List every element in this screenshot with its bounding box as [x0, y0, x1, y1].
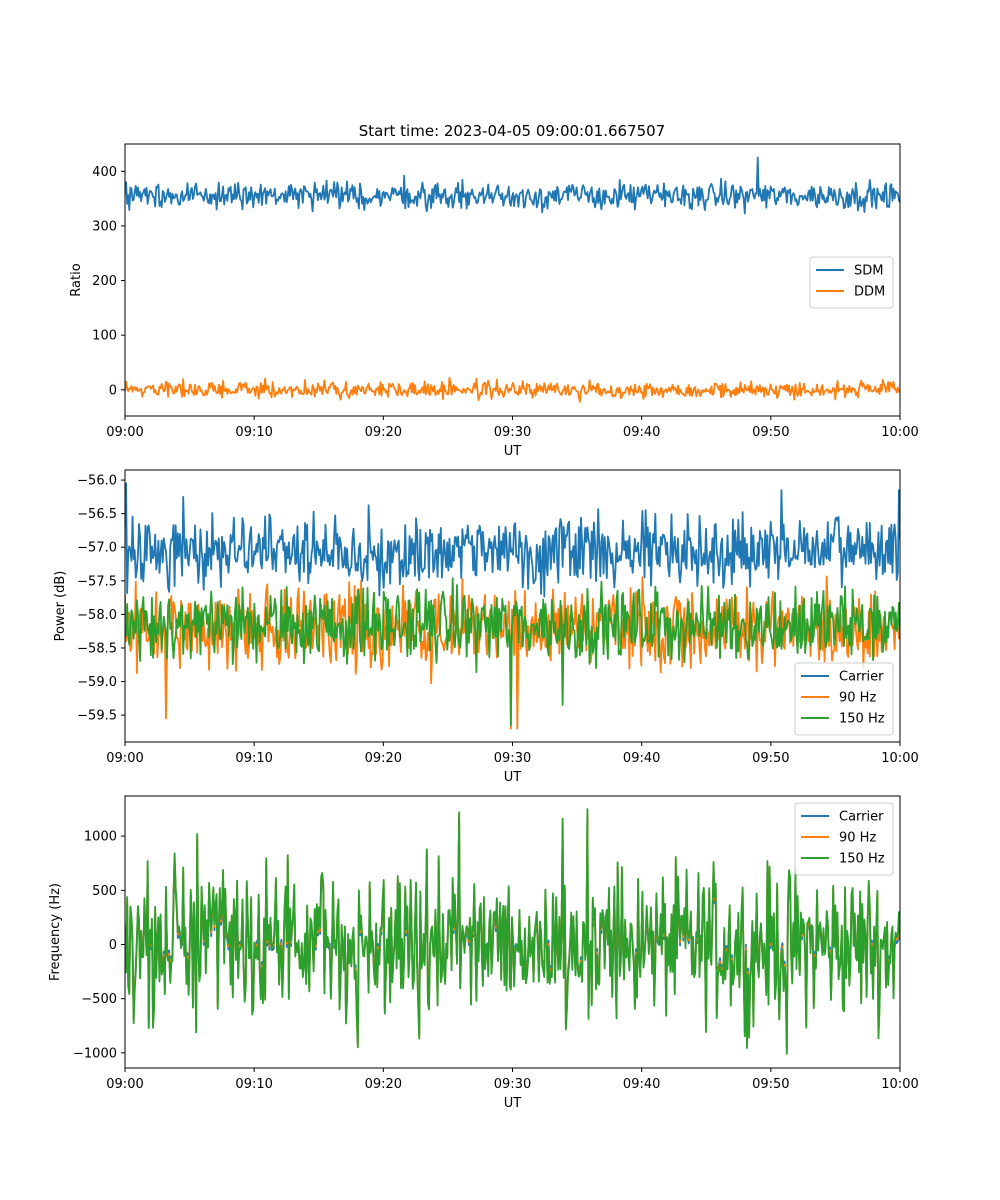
x-tick-label: 10:00: [881, 425, 918, 440]
series-group: [125, 156, 900, 403]
y-tick-label: −58.0: [77, 608, 117, 623]
legend-label: SDM: [854, 264, 883, 279]
y-tick-label: 0: [109, 938, 117, 953]
y-tick-label: 300: [92, 219, 117, 234]
x-tick-label: 09:20: [365, 1077, 402, 1092]
legend-label: 150 Hz: [839, 852, 885, 867]
y-tick-label: 100: [92, 329, 117, 344]
x-tick-label: 09:30: [494, 1077, 531, 1092]
series-line-150-hz: [125, 577, 900, 727]
legend: Carrier 90 Hz 150 Hz: [794, 802, 894, 876]
legend-label: 90 Hz: [839, 831, 876, 846]
chart-title: Start time: 2023-04-05 09:00:01.667507: [359, 122, 665, 140]
x-tick-label: 09:50: [752, 425, 789, 440]
y-tick-label: −1000: [73, 1046, 117, 1061]
x-tick-label: 09:00: [106, 751, 143, 766]
x-tick-label: 09:10: [235, 425, 272, 440]
y-tick-label: −59.0: [77, 675, 117, 690]
y-tick-label: −500: [81, 992, 117, 1007]
y-tick-label: 0: [109, 383, 117, 398]
y-tick-label: −57.5: [77, 574, 117, 589]
x-tick-label: 09:50: [752, 1077, 789, 1092]
y-tick-label: 500: [92, 884, 117, 899]
legend-label: Carrier: [839, 670, 884, 685]
legend-label: Carrier: [839, 810, 884, 825]
y-tick-label: −59.5: [77, 709, 117, 724]
legend-label: 150 Hz: [839, 712, 885, 727]
y-axis-label: Power (dB): [53, 571, 68, 642]
chart-panel-1: 09:00 09:10 09:20 09:30 09:40 09:50 10:00 UT 0 10…: [69, 143, 919, 459]
x-tick-label: 09:50: [752, 751, 789, 766]
series-line-150-hz: [125, 808, 900, 1055]
legend-label: DDM: [854, 285, 885, 300]
series-line-carrier: [125, 482, 900, 598]
chart-panel-3: 09:00 09:10 09:20 09:30 09:40 09:50 10:00 UT −10…: [48, 795, 919, 1111]
x-axis-label: UT: [504, 770, 522, 785]
x-tick-label: 09:40: [623, 1077, 660, 1092]
y-tick-label: −58.5: [77, 641, 117, 656]
x-tick-label: 09:00: [106, 425, 143, 440]
y-tick-label: 400: [92, 165, 117, 180]
y-tick-label: −56.0: [77, 474, 117, 489]
y-tick-label: 1000: [84, 830, 117, 845]
panels: 09:00 09:10 09:20 09:30 09:40 09:50 10:00 UT 0 10…: [48, 143, 919, 1111]
x-axis-label: UT: [504, 444, 522, 459]
plot-frame: [124, 143, 901, 417]
legend: SDM DDM: [809, 256, 894, 309]
x-tick-label: 09:40: [623, 751, 660, 766]
y-tick-label: −57.0: [77, 541, 117, 556]
chart-panel-2: 09:00 09:10 09:20 09:30 09:40 09:50 10:00 UT −59…: [53, 469, 919, 785]
y-axis-label: Frequency (Hz): [48, 883, 63, 981]
legend: Carrier 90 Hz 150 Hz: [794, 662, 894, 736]
series-line-sdm: [125, 156, 900, 215]
x-tick-label: 09:10: [235, 751, 272, 766]
x-tick-label: 09:30: [494, 425, 531, 440]
y-tick-label: 200: [92, 274, 117, 289]
legend-label: 90 Hz: [839, 691, 876, 706]
series-line-ddm: [125, 376, 900, 403]
y-axis-label: Ratio: [69, 263, 84, 296]
x-tick-label: 09:20: [365, 751, 402, 766]
x-axis-label: UT: [504, 1096, 522, 1111]
x-tick-label: 09:20: [365, 425, 402, 440]
series-group: [125, 808, 900, 1055]
x-tick-label: 09:00: [106, 1077, 143, 1092]
x-tick-label: 10:00: [881, 1077, 918, 1092]
x-tick-label: 09:10: [235, 1077, 272, 1092]
y-tick-label: −56.5: [77, 507, 117, 522]
x-tick-label: 09:30: [494, 751, 531, 766]
series-group: [125, 482, 900, 730]
x-tick-label: 09:40: [623, 425, 660, 440]
x-tick-label: 10:00: [881, 751, 918, 766]
